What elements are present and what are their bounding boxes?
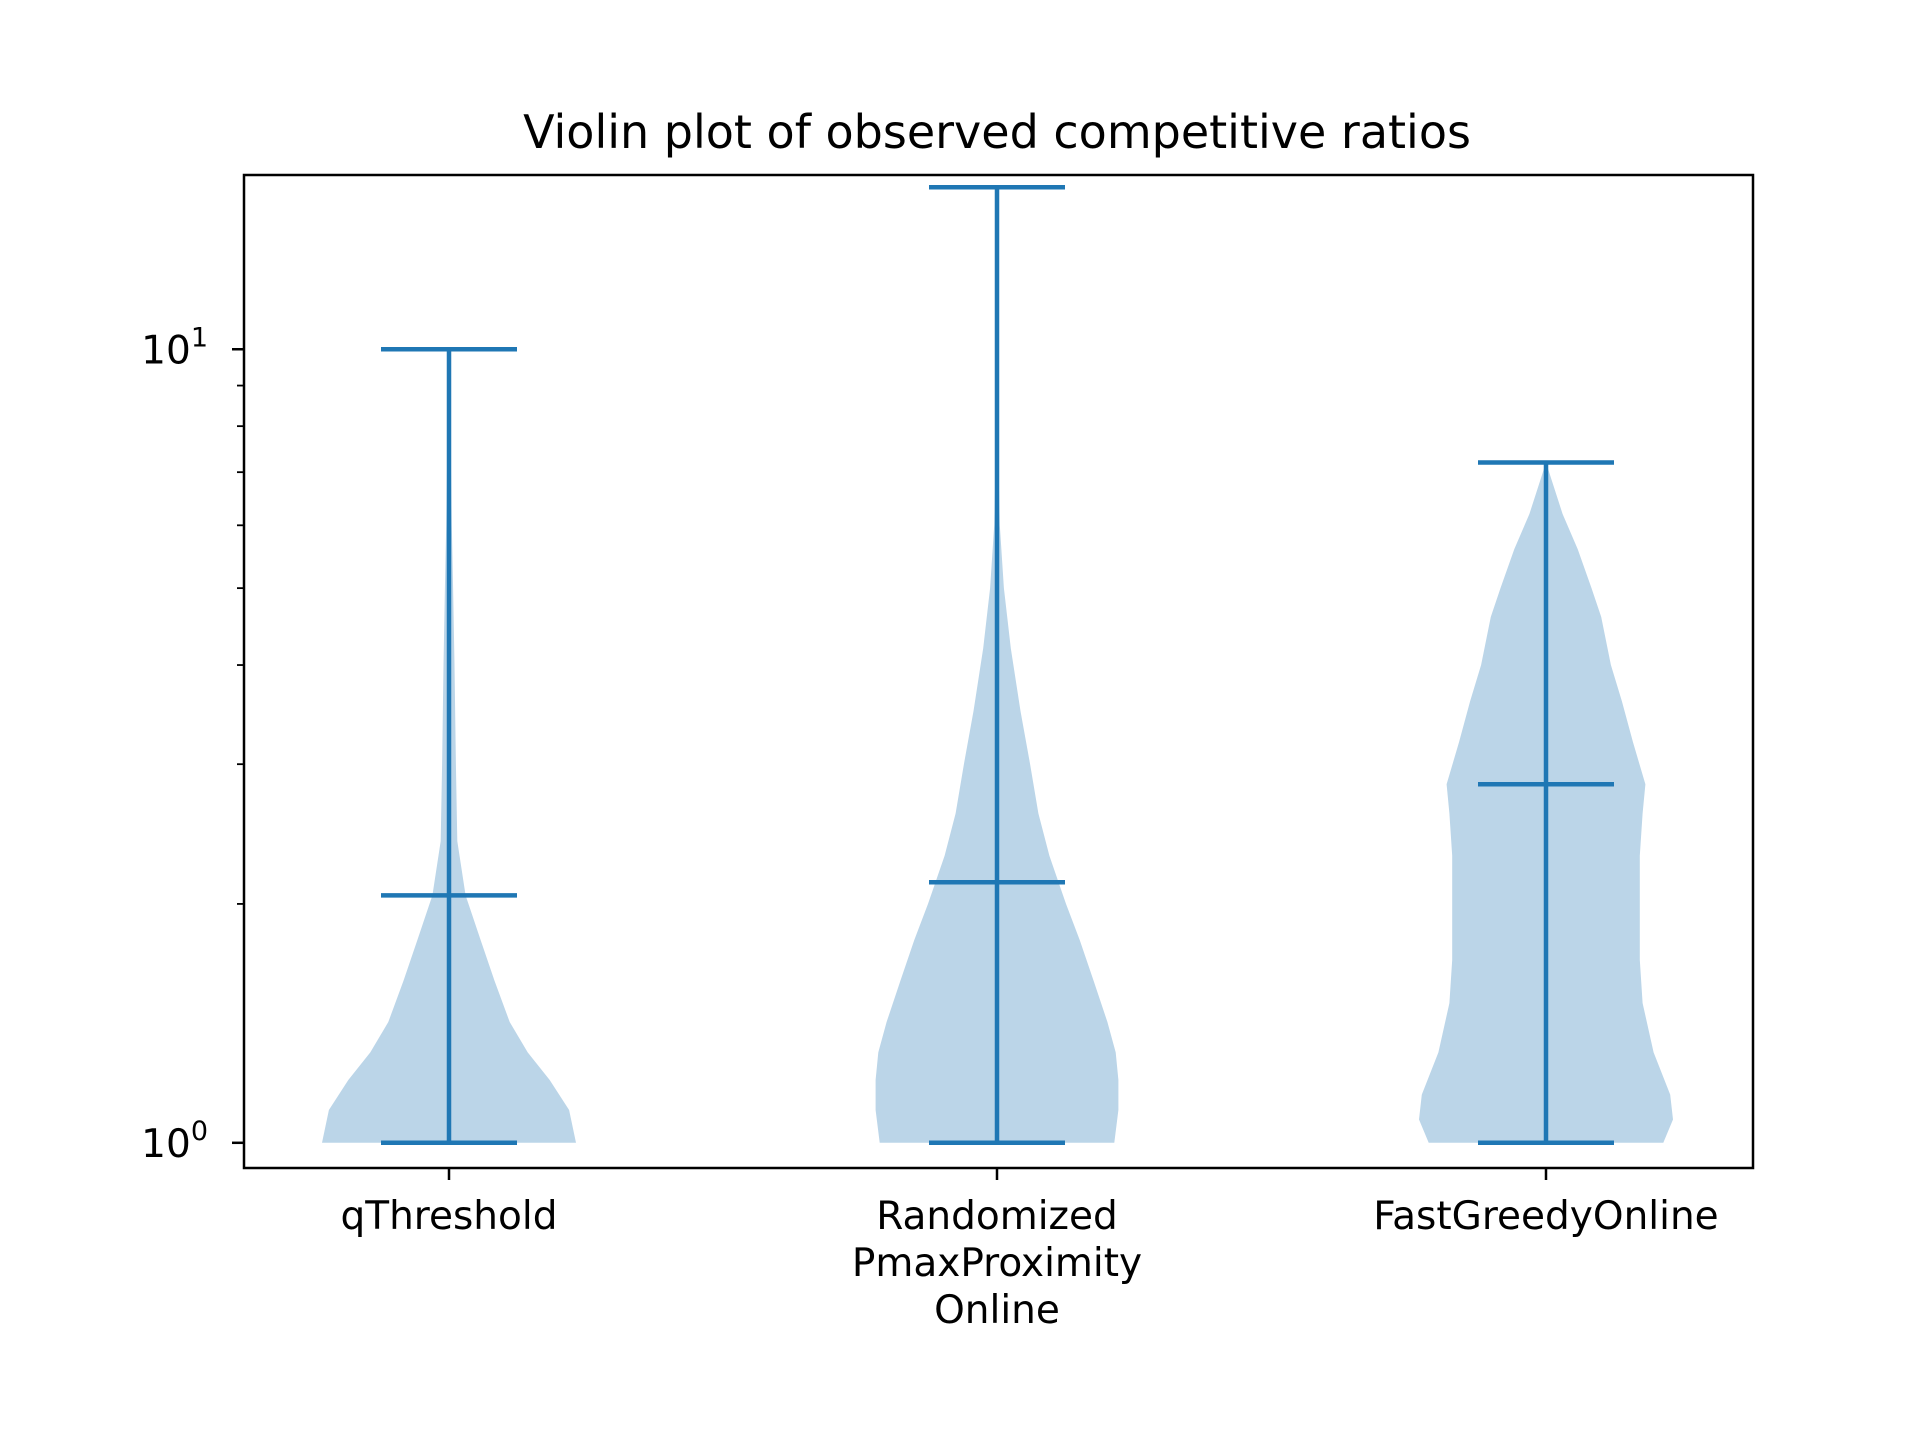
- x-tick-label-1: qThreshold: [341, 1194, 558, 1239]
- y-tick-label-base: 10: [141, 328, 191, 373]
- x-tick-label-line: PmaxProximity: [852, 1241, 1142, 1286]
- x-tick-label-2: Randomized PmaxProximity Online: [852, 1194, 1142, 1333]
- x-tick-label-line: Randomized: [876, 1194, 1118, 1239]
- x-axis: qThreshold Randomized PmaxProximity Online F…: [341, 1168, 1719, 1333]
- y-tick-label-2: 101: [141, 322, 208, 373]
- y-tick-label-exponent: 1: [191, 322, 208, 353]
- x-tick-label-3: FastGreedyOnline: [1373, 1194, 1718, 1239]
- violin-lines: [381, 185, 1614, 1146]
- y-tick-label-exponent: 0: [191, 1116, 208, 1147]
- chart-title: Violin plot of observed competitive rati…: [523, 105, 1471, 159]
- x-tick-label-line: qThreshold: [341, 1194, 558, 1239]
- y-tick-label-base: 10: [141, 1122, 191, 1167]
- y-tick-label-1: 100: [141, 1116, 208, 1167]
- x-tick-label-line: Online: [934, 1288, 1060, 1333]
- x-tick-label-line: FastGreedyOnline: [1373, 1194, 1718, 1239]
- plot-frame: [242, 173, 1755, 1170]
